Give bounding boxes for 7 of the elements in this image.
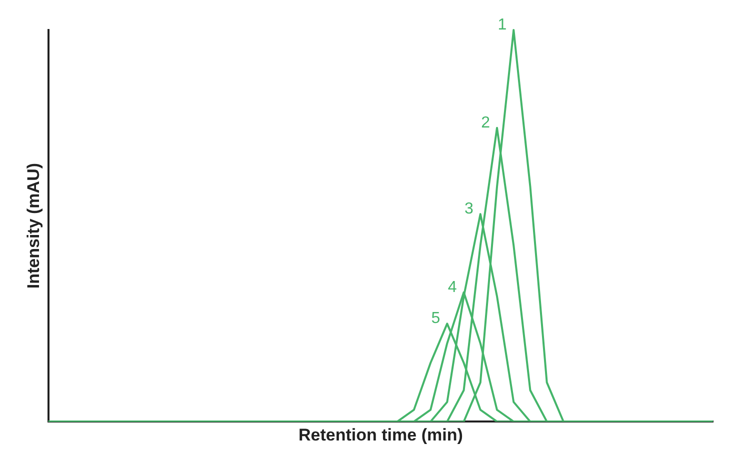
- y-axis-title: Intensity (mAU): [24, 162, 43, 289]
- series-label: 1: [498, 16, 507, 34]
- x-axis-title: Retention time (min): [298, 425, 463, 444]
- series-label: 4: [448, 278, 457, 296]
- series-label: 5: [431, 310, 440, 328]
- series-label: 3: [464, 200, 474, 218]
- series-label: 2: [481, 114, 490, 132]
